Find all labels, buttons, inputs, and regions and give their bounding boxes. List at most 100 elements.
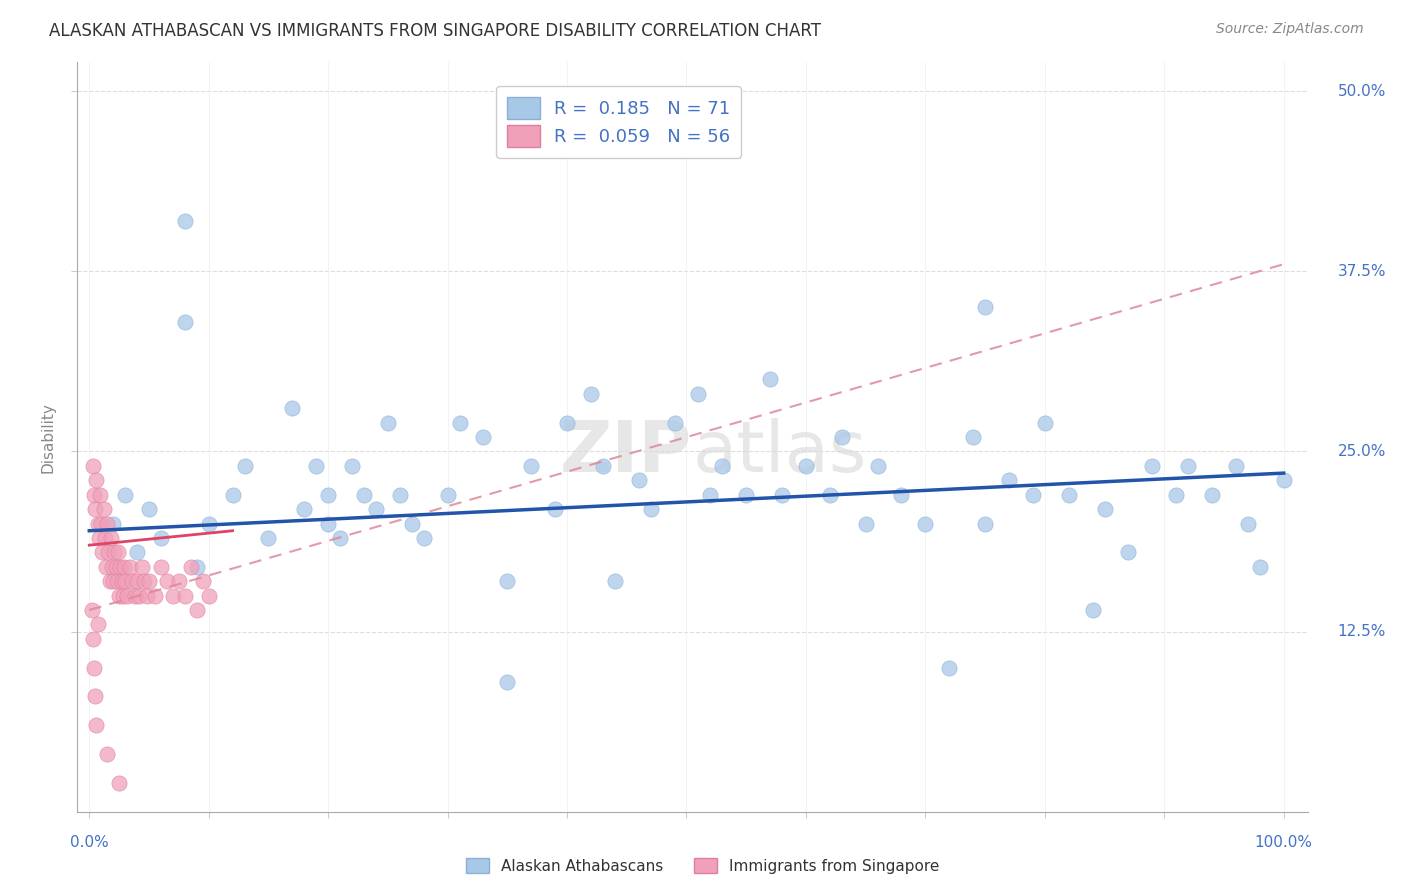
Point bbox=[1057, 488, 1080, 502]
Point bbox=[1249, 559, 1271, 574]
Point bbox=[149, 559, 172, 574]
Point bbox=[579, 387, 602, 401]
Point bbox=[111, 589, 134, 603]
Point bbox=[603, 574, 626, 589]
Point bbox=[866, 458, 889, 473]
Point bbox=[688, 387, 710, 401]
Point bbox=[86, 473, 108, 487]
Point bbox=[97, 545, 120, 559]
Point bbox=[890, 488, 912, 502]
Point bbox=[1022, 488, 1045, 502]
Point bbox=[292, 502, 315, 516]
Point bbox=[186, 559, 208, 574]
Point bbox=[388, 488, 411, 502]
Point bbox=[1142, 458, 1164, 473]
Text: 50.0%: 50.0% bbox=[1337, 84, 1386, 99]
Point bbox=[83, 660, 105, 674]
Point bbox=[117, 589, 139, 603]
Text: 25.0%: 25.0% bbox=[1337, 444, 1386, 459]
Point bbox=[449, 416, 471, 430]
Point bbox=[974, 516, 997, 531]
Point bbox=[121, 574, 143, 589]
Point bbox=[84, 502, 107, 516]
Point bbox=[316, 516, 339, 531]
Point bbox=[143, 589, 166, 603]
Point bbox=[131, 559, 153, 574]
Point bbox=[257, 531, 280, 545]
Point bbox=[156, 574, 179, 589]
Point bbox=[592, 458, 614, 473]
Point bbox=[112, 559, 135, 574]
Point bbox=[233, 458, 256, 473]
Point bbox=[82, 458, 104, 473]
Point bbox=[1094, 502, 1116, 516]
Point bbox=[100, 531, 122, 545]
Point bbox=[555, 416, 578, 430]
Point bbox=[699, 488, 721, 502]
Point bbox=[472, 430, 495, 444]
Point bbox=[831, 430, 853, 444]
Point bbox=[197, 589, 219, 603]
Point bbox=[770, 488, 793, 502]
Point bbox=[138, 574, 160, 589]
Text: 37.5%: 37.5% bbox=[1337, 264, 1386, 279]
Point bbox=[96, 516, 118, 531]
Point bbox=[173, 589, 195, 603]
Point bbox=[90, 516, 112, 531]
Point bbox=[86, 617, 108, 632]
Point bbox=[794, 458, 817, 473]
Point bbox=[401, 516, 423, 531]
Point bbox=[1225, 458, 1247, 473]
Point bbox=[221, 488, 243, 502]
Point bbox=[80, 603, 103, 617]
Point bbox=[101, 574, 124, 589]
Point bbox=[664, 416, 686, 430]
Point bbox=[180, 559, 202, 574]
Point bbox=[640, 502, 662, 516]
Point bbox=[436, 488, 458, 502]
Point bbox=[627, 473, 650, 487]
Point bbox=[1081, 603, 1104, 617]
Point bbox=[134, 574, 156, 589]
Legend: R =  0.185   N = 71, R =  0.059   N = 56: R = 0.185 N = 71, R = 0.059 N = 56 bbox=[496, 87, 741, 158]
Point bbox=[110, 559, 132, 574]
Text: ZIP: ZIP bbox=[560, 417, 693, 486]
Point bbox=[818, 488, 841, 502]
Point bbox=[1177, 458, 1199, 473]
Point bbox=[496, 675, 519, 690]
Legend: Alaskan Athabascans, Immigrants from Singapore: Alaskan Athabascans, Immigrants from Sin… bbox=[460, 852, 946, 880]
Point bbox=[938, 660, 960, 674]
Point bbox=[105, 574, 128, 589]
Point bbox=[962, 430, 984, 444]
Point bbox=[1033, 416, 1056, 430]
Point bbox=[125, 545, 148, 559]
Point bbox=[197, 516, 219, 531]
Point bbox=[998, 473, 1021, 487]
Point bbox=[149, 531, 172, 545]
Text: 0.0%: 0.0% bbox=[70, 835, 108, 850]
Point bbox=[496, 574, 519, 589]
Point bbox=[316, 488, 339, 502]
Text: Source: ZipAtlas.com: Source: ZipAtlas.com bbox=[1216, 22, 1364, 37]
Point bbox=[520, 458, 543, 473]
Point bbox=[305, 458, 328, 473]
Point bbox=[125, 574, 148, 589]
Point bbox=[87, 531, 110, 545]
Point bbox=[101, 516, 124, 531]
Point bbox=[84, 690, 107, 704]
Y-axis label: Disability: Disability bbox=[41, 401, 56, 473]
Point bbox=[107, 545, 129, 559]
Point bbox=[138, 502, 160, 516]
Point bbox=[173, 214, 195, 228]
Point bbox=[91, 545, 114, 559]
Point bbox=[735, 488, 758, 502]
Point bbox=[108, 589, 131, 603]
Point bbox=[114, 488, 136, 502]
Point bbox=[914, 516, 936, 531]
Point bbox=[167, 574, 190, 589]
Point bbox=[162, 589, 184, 603]
Point bbox=[94, 559, 117, 574]
Point bbox=[329, 531, 352, 545]
Point bbox=[101, 559, 124, 574]
Point bbox=[759, 372, 782, 386]
